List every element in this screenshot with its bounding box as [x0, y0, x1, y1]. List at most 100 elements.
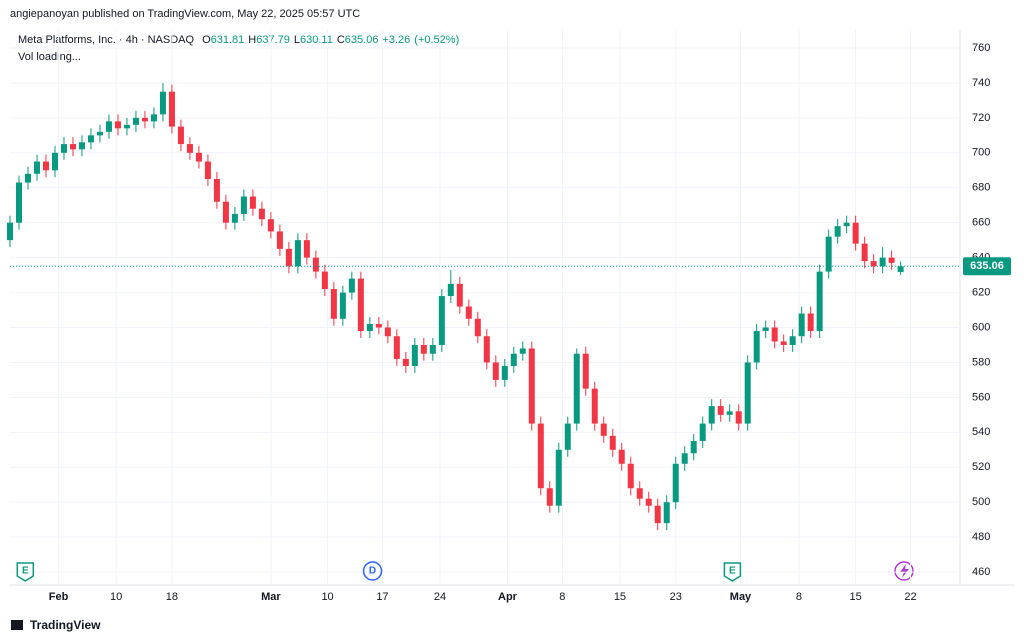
candle-body	[789, 336, 796, 345]
candle-body	[573, 353, 580, 424]
event-label: E	[22, 566, 29, 577]
ohlc-letter: L	[294, 34, 300, 46]
candle-body	[33, 161, 40, 174]
candle-body	[285, 248, 292, 267]
candle-body	[492, 362, 499, 380]
y-tick-label: 700	[972, 147, 990, 159]
x-tick-label: May	[730, 591, 752, 603]
y-tick-label: 740	[972, 77, 990, 89]
candle-body	[879, 257, 886, 267]
candle-body	[240, 196, 247, 214]
candle-body	[798, 313, 805, 337]
ohlc-value: 630.11	[300, 34, 333, 46]
candle-body	[870, 261, 877, 267]
event-badge	[723, 562, 742, 582]
legend: Meta Platforms, Inc. · 4h · NASDAQ O631.8…	[18, 34, 459, 46]
change-pct: (+0.52%)	[414, 34, 459, 46]
event-icon	[894, 561, 914, 581]
candle-body	[303, 240, 310, 258]
y-tick-label: 720	[972, 112, 990, 124]
candle-body	[114, 121, 121, 129]
y-tick-label: 500	[972, 496, 990, 508]
candle-body	[366, 324, 373, 331]
candle-body	[294, 240, 301, 267]
candle-body	[105, 121, 112, 132]
candle-body	[402, 358, 409, 366]
candle-body	[276, 231, 283, 249]
candle-body	[582, 353, 589, 389]
candle-body	[195, 152, 202, 162]
candle-body	[843, 222, 850, 227]
candle-body	[123, 124, 130, 129]
candle-body	[204, 161, 211, 180]
candle-body	[519, 348, 526, 354]
publisher: angiepanoyan published on TradingView.co…	[10, 8, 360, 20]
x-tick-label: 22	[904, 591, 916, 603]
candle-body	[591, 388, 598, 424]
candle-body	[357, 278, 364, 331]
candle-body	[762, 327, 769, 331]
candle-body	[168, 91, 175, 127]
candle-body	[735, 411, 742, 424]
event-badge	[16, 562, 35, 582]
x-tick-label: 8	[559, 591, 565, 603]
y-tick-label: 620	[972, 286, 990, 298]
candle-body	[663, 502, 670, 524]
candle-body	[834, 226, 841, 237]
y-tick-label: 760	[972, 42, 990, 54]
candle-body	[69, 144, 76, 150]
candle-body	[438, 296, 445, 345]
y-tick-label: 480	[972, 531, 990, 543]
candle-body	[555, 449, 562, 506]
candle-body	[618, 449, 625, 464]
y-tick-label: 660	[972, 217, 990, 229]
candle-body	[186, 144, 193, 153]
candle-body	[861, 243, 868, 262]
event-label: D	[369, 566, 376, 577]
candle-body	[897, 266, 904, 272]
last-price-box	[963, 257, 1011, 276]
candle-body	[465, 306, 472, 319]
candle-body	[744, 362, 751, 424]
candle-body	[690, 441, 697, 454]
x-tick-label: Apr	[498, 591, 518, 603]
ohlc-letter: H	[248, 34, 256, 46]
candle-body	[24, 173, 31, 183]
candle-body	[384, 327, 391, 337]
candle-body	[159, 91, 166, 115]
x-tick-label: 18	[166, 591, 178, 603]
candle-body	[537, 423, 544, 489]
candle-body	[636, 488, 643, 499]
y-tick-label: 600	[972, 321, 990, 333]
y-tick-label: 560	[972, 391, 990, 403]
candle-body	[672, 463, 679, 503]
candle-body	[231, 213, 238, 223]
candle-body	[249, 196, 256, 209]
candle-body	[456, 283, 463, 307]
volume-status: Vol loading...	[18, 51, 81, 63]
candle-body	[330, 289, 337, 319]
x-tick-label: Feb	[49, 591, 69, 603]
candle-body	[654, 505, 661, 524]
y-tick-label: 680	[972, 182, 990, 194]
candle-body	[7, 222, 13, 241]
x-tick-label: 10	[321, 591, 333, 603]
candle-body	[375, 324, 382, 328]
y-tick-label: 460	[972, 566, 990, 578]
x-tick-label: 24	[434, 591, 446, 603]
candle-body	[429, 344, 436, 354]
candle-body	[447, 283, 454, 297]
y-tick-label: 540	[972, 426, 990, 438]
candle-body	[87, 135, 94, 143]
candle-body	[348, 278, 355, 293]
candle-body	[546, 488, 553, 506]
candle-body	[213, 179, 220, 202]
y-tick-label: 520	[972, 461, 990, 473]
candle-body	[132, 117, 139, 125]
ohlc-value: 631.81	[211, 34, 245, 46]
candle-body	[627, 463, 634, 489]
candle-body	[699, 423, 706, 442]
change: +3.26	[382, 34, 410, 46]
x-tick-label: 17	[376, 591, 388, 603]
